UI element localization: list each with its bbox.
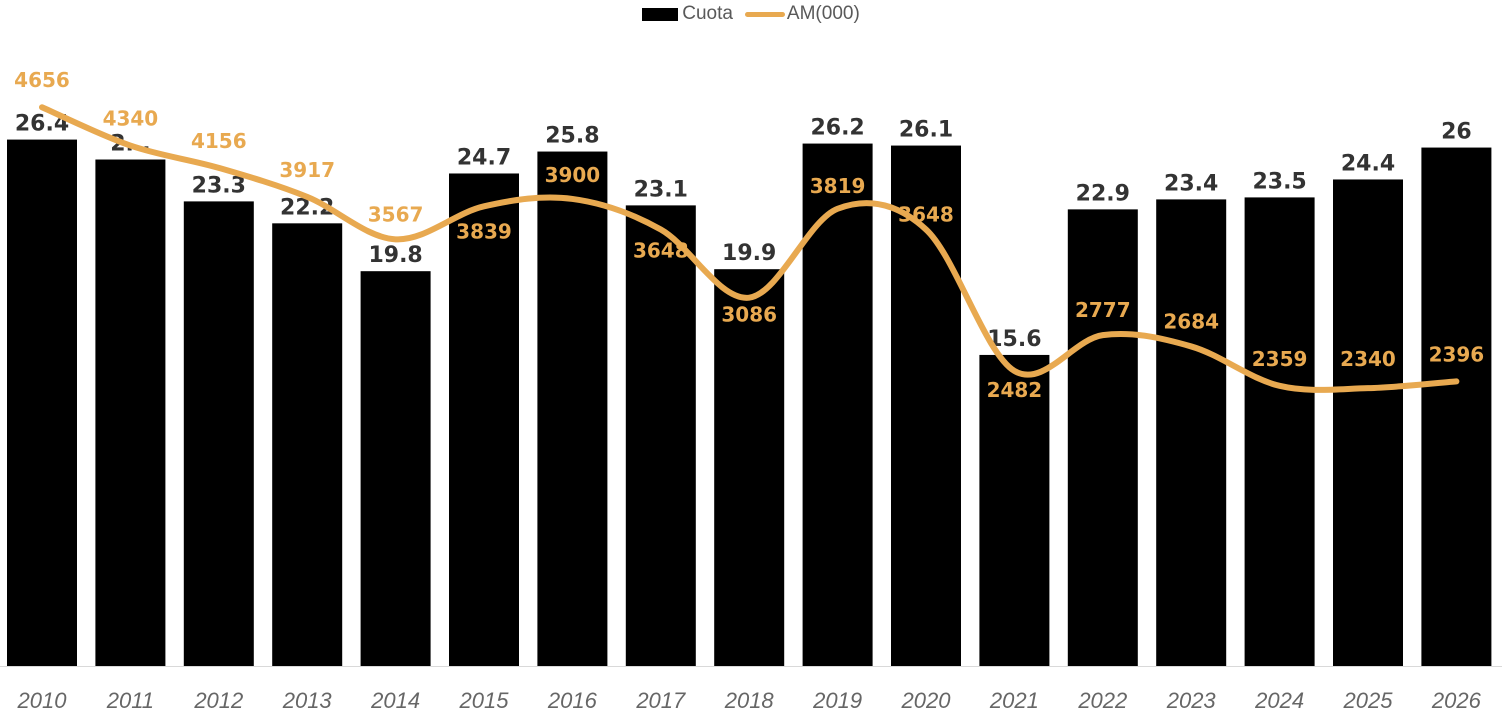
bar-label-2022: 22.9 — [1076, 181, 1130, 206]
bar-label-2023: 23.4 — [1164, 171, 1218, 196]
x-tick-2026: 2026 — [1431, 688, 1482, 713]
bar-2010 — [7, 139, 77, 667]
line-label-2018: 3086 — [721, 303, 777, 327]
bar-2015 — [449, 173, 519, 666]
x-tick-2024: 2024 — [1254, 688, 1304, 713]
bar-label-2015: 24.7 — [457, 145, 511, 170]
x-tick-2020: 2020 — [901, 688, 952, 713]
x-tick-2013: 2013 — [282, 688, 333, 713]
line-label-2022: 2777 — [1075, 298, 1131, 322]
bar-label-2012: 23.3 — [192, 173, 246, 198]
bar-2016 — [537, 151, 608, 666]
x-tick-2011: 2011 — [106, 688, 154, 713]
legend-item-cuota: Cuota — [642, 3, 733, 25]
line-am — [39, 104, 1460, 393]
bar-label-2025: 24.4 — [1341, 151, 1395, 176]
bar-2012 — [183, 201, 254, 666]
line-label-2013: 3917 — [279, 158, 335, 182]
bar-2024 — [1244, 197, 1315, 667]
bar-2014 — [360, 271, 431, 666]
legend-swatch-bar — [642, 7, 679, 21]
bar-label-2017: 23.1 — [634, 177, 688, 202]
bar-2018 — [714, 269, 785, 666]
x-tick-2022: 2022 — [1077, 688, 1127, 713]
bar-label-2019: 26.2 — [810, 116, 864, 141]
x-tick-2017: 2017 — [635, 688, 686, 713]
bar-label-2014: 19.8 — [368, 243, 422, 268]
line-label-2017: 3648 — [633, 238, 689, 262]
legend: Cuota AM(000) — [0, 3, 1502, 25]
line-label-2019: 3819 — [810, 174, 866, 198]
x-tick-2010: 2010 — [17, 688, 68, 713]
line-label-2012: 4156 — [191, 129, 247, 153]
x-tick-2016: 2016 — [547, 688, 598, 713]
bar-label-2020: 26.1 — [899, 118, 953, 143]
legend-label: AM(000) — [786, 3, 860, 24]
x-tick-2018: 2018 — [724, 688, 775, 713]
line-label-2021: 2482 — [987, 378, 1043, 402]
x-tick-2014: 2014 — [370, 688, 420, 713]
bar-2019 — [802, 143, 873, 667]
x-tick-2012: 2012 — [193, 688, 243, 713]
legend-label: Cuota — [682, 3, 733, 24]
bar-2022 — [1067, 209, 1138, 666]
bar-label-2018: 19.9 — [722, 241, 776, 266]
bar-2026 — [1421, 147, 1492, 666]
line-label-2016: 3900 — [545, 163, 601, 187]
bar-label-2026: 26 — [1441, 120, 1472, 145]
bar-2013 — [272, 223, 343, 666]
line-label-2010: 4656 — [14, 68, 70, 92]
line-label-2020: 3648 — [898, 202, 954, 226]
legend-item-am: AM(000) — [744, 3, 860, 25]
bar-2025 — [1333, 179, 1403, 667]
x-tick-2019: 2019 — [812, 688, 862, 713]
x-tick-2023: 2023 — [1166, 688, 1217, 713]
bar-2011 — [95, 159, 166, 666]
bar-2023 — [1156, 199, 1227, 667]
line-label-2011: 4340 — [103, 107, 159, 131]
legend-swatch-line — [744, 11, 785, 17]
bar-label-2024: 23.5 — [1252, 169, 1306, 194]
bar-2021 — [979, 354, 1050, 666]
x-tick-2015: 2015 — [459, 688, 510, 713]
x-tick-2025: 2025 — [1343, 688, 1394, 713]
line-label-2024: 2359 — [1252, 347, 1308, 371]
line-label-2026: 2396 — [1429, 342, 1485, 366]
line-label-2023: 2684 — [1163, 309, 1219, 333]
x-tick-2021: 2021 — [989, 688, 1039, 713]
line-label-2025: 2340 — [1340, 347, 1396, 371]
line-label-2014: 3567 — [368, 202, 424, 226]
bar-2017 — [625, 205, 696, 666]
bar-label-2016: 25.8 — [545, 124, 599, 149]
line-label-2015: 3839 — [456, 219, 512, 243]
